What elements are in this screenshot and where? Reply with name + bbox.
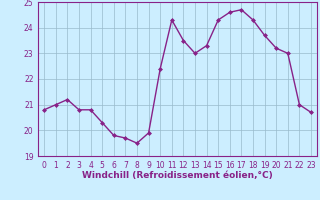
X-axis label: Windchill (Refroidissement éolien,°C): Windchill (Refroidissement éolien,°C) [82, 171, 273, 180]
